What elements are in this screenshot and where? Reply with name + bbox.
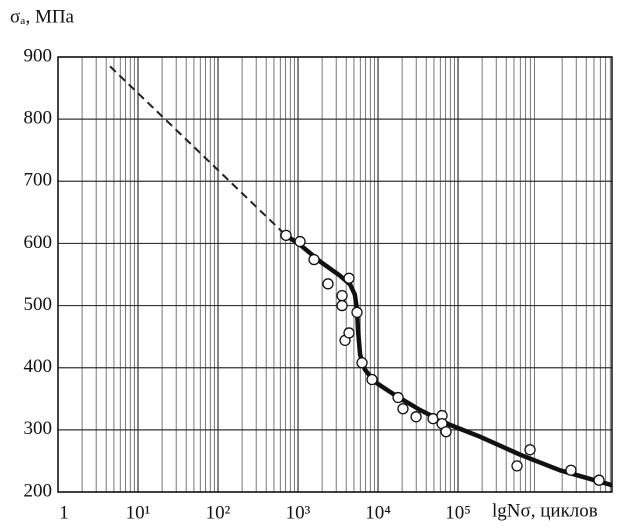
data-point xyxy=(440,426,452,438)
data-point xyxy=(336,289,348,302)
x-tick-label: 10⁵ xyxy=(445,502,471,523)
x-tick-label: 10² xyxy=(206,502,231,523)
data-point xyxy=(351,306,363,319)
data-point xyxy=(280,229,292,242)
data-point xyxy=(392,391,404,404)
y-tick-label: 300 xyxy=(24,418,53,439)
y-tick-label: 200 xyxy=(24,480,53,501)
extrapolation-line xyxy=(109,65,287,237)
data-point xyxy=(308,253,320,266)
x-axis-label: lgNσ, циклов xyxy=(492,500,598,521)
data-point xyxy=(593,474,605,486)
data-point xyxy=(294,235,306,248)
y-tick-label: 500 xyxy=(24,294,53,315)
data-point xyxy=(322,278,334,290)
x-tick-label: 10⁴ xyxy=(365,502,391,523)
data-point xyxy=(336,299,348,312)
y-tick-label: 400 xyxy=(24,356,53,377)
x-tick-label: 10¹ xyxy=(126,502,151,523)
fit-curve xyxy=(284,233,613,488)
y-tick-label: 600 xyxy=(24,232,53,253)
data-point xyxy=(524,444,536,456)
data-point xyxy=(410,411,422,423)
x-tick-label: 10³ xyxy=(286,502,311,523)
x-tick-label: 1 xyxy=(59,502,69,523)
y-tick-label: 700 xyxy=(24,170,53,191)
data-point xyxy=(343,272,355,284)
data-point xyxy=(397,403,409,415)
data-point xyxy=(366,373,378,386)
data-point xyxy=(356,357,368,369)
plot-frame xyxy=(57,56,613,493)
data-point xyxy=(511,460,523,472)
y-tick-label: 800 xyxy=(24,108,53,129)
data-point xyxy=(343,327,355,339)
data-point xyxy=(565,464,577,476)
y-tick-label: 900 xyxy=(24,45,53,66)
y-axis-label: σₐ, МПа xyxy=(10,6,75,27)
